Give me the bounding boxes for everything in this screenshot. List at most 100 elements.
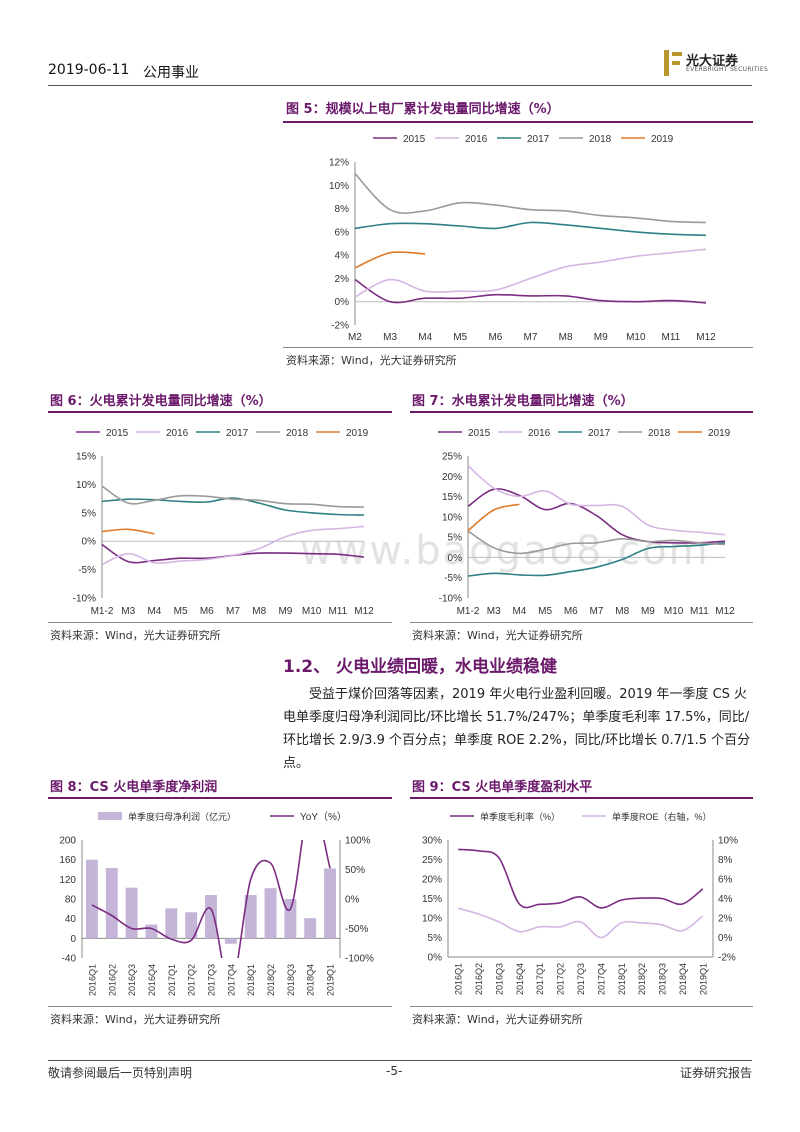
fig6-x-tick-label: M4 (147, 606, 161, 617)
fig9-source: 资料来源：Wind，光大证券研究所 (412, 1013, 583, 1026)
fig7-title: 图 7：水电累计发电量同比增速（%） (412, 394, 634, 409)
fig8-source-rule (48, 1006, 392, 1007)
fig7-y-tick-label: 5% (448, 533, 463, 544)
fig9-x-tick-label: 2017Q1 (535, 963, 545, 995)
footer-report-type: 证券研究报告 (679, 1066, 752, 1080)
fig9-x-tick-label: 2018Q4 (678, 963, 688, 995)
fig5-y-tick-label: 4% (335, 251, 350, 262)
fig8-left-tick-label: 120 (59, 875, 76, 886)
fig7-x-tick-label: M5 (538, 606, 552, 617)
fig9-left-tick-label: 10% (422, 914, 442, 925)
footer-divider (48, 1060, 752, 1061)
fig7-x-tick-label: M4 (512, 606, 526, 617)
fig5-x-tick-label: M12 (696, 332, 716, 343)
fig6-series-line-2019 (101, 528, 155, 535)
fig6-series-line-2017 (101, 497, 365, 516)
fig9-left-tick-label: 20% (422, 875, 442, 886)
fig8-x-tick-label: 2016Q1 (87, 964, 97, 996)
fig5-x-tick-label: M10 (626, 332, 646, 343)
fig7-legend-label-2018: 2018 (648, 428, 671, 439)
fig7-x-tick-label: M9 (641, 606, 655, 617)
fig5-legend-label-2017: 2017 (527, 134, 550, 145)
fig6-chart: 2015 2016 2017 2018 2019 15% 10% 5% 0% -5% -10%M1-… (73, 428, 375, 617)
fig8-bar (85, 859, 98, 939)
fig8-left-tick-label: 200 (59, 836, 76, 847)
fig8-bar (224, 938, 237, 944)
fig9-x-tick-label: 2016Q4 (515, 963, 525, 995)
fig9-x-tick-label: 2018Q1 (617, 963, 627, 995)
fig7-source: 资料来源：Wind，光大证券研究所 (412, 629, 583, 642)
fig5-source-rule (283, 347, 753, 348)
fig5-series-line-2018 (354, 173, 707, 224)
logo-text-en: EVERBRIGHT SECURITIES (686, 66, 769, 73)
fig7-x-tick-label: M3 (487, 606, 501, 617)
fig5-x-tick-label: M5 (453, 332, 467, 343)
fig8-x-tick-label: 2017Q2 (187, 964, 197, 996)
fig8-x-tick-label: 2016Q3 (127, 964, 137, 996)
fig9-left-tick-label: 5% (428, 933, 443, 944)
fig8-bar (185, 912, 198, 939)
fig5-source: 资料来源：Wind，光大证券研究所 (286, 354, 457, 367)
fig7-x-tick-label: M12 (715, 606, 735, 617)
fig8-yoy-line (91, 840, 331, 958)
fig6-y-tick-label: -5% (78, 565, 96, 576)
fig5-y-tick-label: 2% (335, 274, 350, 285)
fig6-title: 图 6：火电累计发电量同比增速（%） (50, 394, 272, 409)
fig9-chart: 单季度毛利率（%） 单季度ROE（右轴，%） 30% 25% 20% 15% 10% 5% 0%… (422, 811, 738, 995)
fig8-x-tick-label: 2019Q1 (326, 964, 336, 996)
fig6-x-tick-label: M5 (174, 606, 188, 617)
fig6-legend-label-2017: 2017 (226, 428, 249, 439)
fig9-left-tick-label: 0% (428, 953, 443, 964)
fig8-x-tick-label: 2016Q4 (147, 964, 157, 996)
fig7-chart: 2015 2016 2017 2018 2019 25% 20% 15% 10% 5% 0% -5% -… (438, 428, 735, 617)
fig7-y-tick-label: -5% (444, 573, 462, 584)
fig7-x-tick-label: M6 (564, 606, 578, 617)
fig9-roe-line (457, 907, 704, 939)
fig7-y-tick-label: 0% (448, 553, 463, 564)
fig9-source-rule (410, 1006, 753, 1007)
fig8-x-tick-label: 2017Q1 (167, 964, 177, 996)
fig7-y-tick-label: -10% (439, 594, 462, 605)
fig8-bar (324, 868, 337, 939)
fig6-x-tick-label: M8 (252, 606, 266, 617)
fig6-x-tick-label: M12 (354, 606, 374, 617)
fig9-title: 图 9：CS 火电单季度盈利水平 (412, 780, 593, 795)
fig8-legend-label-bar: 单季度归母净利润（亿元） (128, 811, 236, 822)
fig7-x-tick-label: M11 (690, 606, 709, 617)
fig9-right-tick-label: 2% (718, 914, 733, 925)
fig8-bar (205, 895, 217, 939)
fig6-series-line-2015 (101, 543, 365, 564)
fig5-legend-label-2018: 2018 (589, 134, 612, 145)
fig5-x-tick-label: M8 (559, 332, 573, 343)
fig7-x-tick-label: M10 (664, 606, 684, 617)
fig5-legend-label-2019: 2019 (651, 134, 674, 145)
fig8-x-tick-label: 2018Q4 (306, 964, 316, 996)
fig5-series-line-2016 (354, 248, 707, 298)
fig9-right-tick-label: 10% (718, 836, 738, 847)
fig5-x-tick-label: M7 (524, 332, 538, 343)
fig8-x-tick-label: 2018Q1 (246, 964, 256, 996)
fig8-x-tick-label: 2018Q2 (266, 964, 276, 996)
fig8-title: 图 8：CS 火电单季度净利润 (50, 780, 218, 795)
fig7-legend-label-2015: 2015 (468, 428, 491, 439)
fig5-y-tick-label: 10% (329, 181, 349, 192)
fig5-title-rule (283, 121, 753, 123)
fig6-x-tick-label: M10 (302, 606, 322, 617)
fig8-bar (264, 888, 277, 939)
fig9-left-tick-label: 25% (422, 855, 442, 866)
fig6-y-tick-label: 15% (76, 452, 96, 463)
fig9-x-tick-label: 2017Q2 (556, 963, 566, 995)
section-body: 受益于煤价回落等因素，2019 年火电行业盈利回暖。2019 年一季度 CS 火… (283, 683, 753, 775)
fig6-x-tick-label: M11 (328, 606, 347, 617)
fig8-title-rule (48, 797, 392, 799)
fig8-source: 资料来源：Wind，光大证券研究所 (50, 1013, 221, 1026)
fig6-title-rule (48, 411, 392, 413)
fig7-legend-label-2017: 2017 (588, 428, 611, 439)
fig7-series-line-2017 (467, 542, 726, 577)
fig9-legend-label-margin: 单季度毛利率（%） (480, 811, 560, 822)
fig8-right-tick-label: -100% (345, 954, 374, 965)
fig6-series-line-2016 (101, 525, 365, 566)
logo-text-cn: 光大证券 (686, 54, 739, 69)
fig5-chart: 2015 2016 2017 2018 201912%10%8%6%4%2%0%-2%M… (329, 134, 716, 343)
fig7-y-tick-label: 25% (442, 452, 462, 463)
